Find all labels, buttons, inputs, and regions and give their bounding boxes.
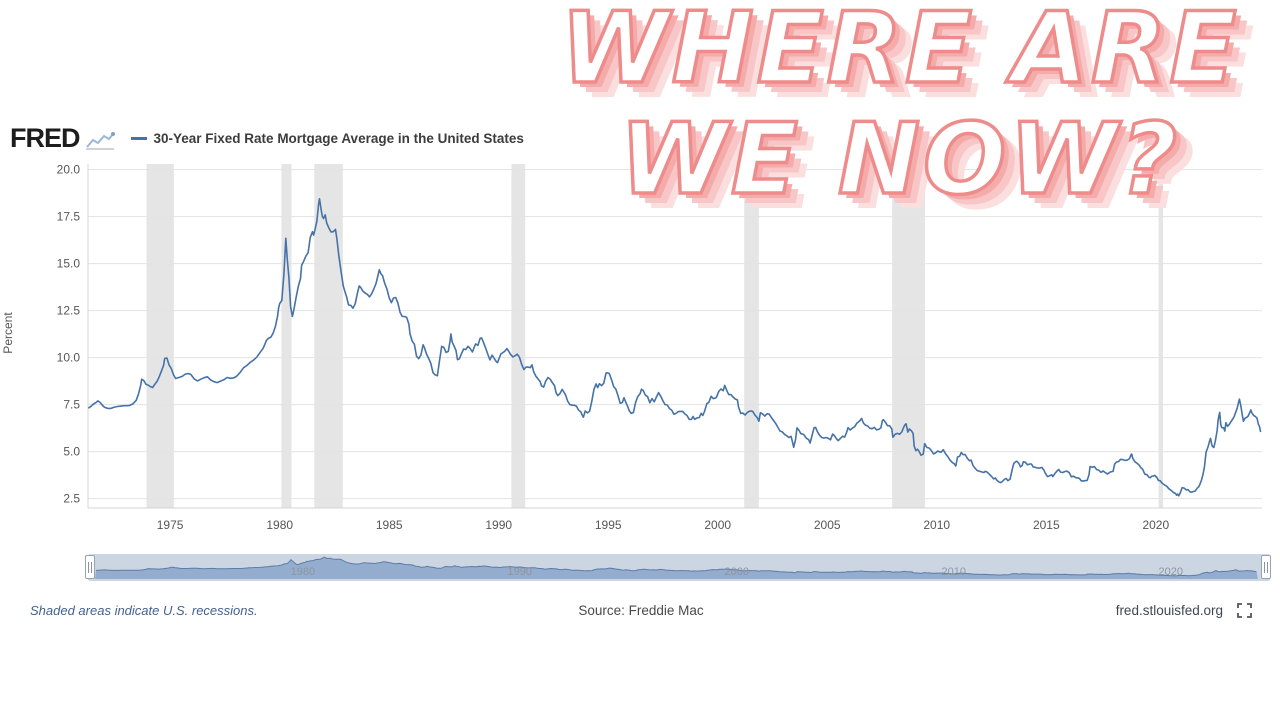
chart-plot-area[interactable]: Percent 2.5 5.0 7.5 10.0 12.5 15.0 17.5 20.0 197…	[0, 156, 1280, 545]
legend-line-icon	[130, 136, 147, 140]
x-tick-label: 2005	[814, 518, 841, 532]
slider-handle-left[interactable]	[85, 555, 95, 579]
slider-year-label: 2000	[725, 566, 749, 578]
x-tick-label: 1980	[266, 518, 293, 532]
slider-area	[95, 557, 1258, 579]
fred-site-link[interactable]: fred.stlouisfed.org	[1115, 603, 1223, 618]
recession-band	[146, 164, 174, 508]
fullscreen-icon[interactable]	[1237, 603, 1252, 618]
source-link[interactable]: Source: Freddie Mac	[578, 603, 704, 618]
x-tick-label: 1985	[376, 518, 403, 532]
legend-series-title: 30-Year Fixed Rate Mortgage Average in t…	[153, 130, 524, 146]
chart-legend: 30-Year Fixed Rate Mortgage Average in t…	[130, 130, 524, 146]
x-tick-label: 2015	[1033, 518, 1060, 532]
x-tick-label: 2020	[1142, 518, 1169, 532]
y-tick-label: 15.0	[57, 257, 81, 271]
slider-year-label: 2020	[1159, 566, 1183, 578]
chart-header: FRED 30-Year Fixed Rate Mortgage Average…	[0, 120, 1280, 156]
x-tick-label: 2000	[704, 518, 731, 532]
site-group: fred.stlouisfed.org	[704, 603, 1252, 618]
recession-band	[1158, 164, 1163, 508]
y-tick-label: 12.5	[57, 304, 81, 318]
slider-line	[95, 556, 1257, 577]
y-tick-label: 5.0	[63, 445, 80, 459]
recession-band	[281, 164, 292, 508]
recession-band	[511, 164, 526, 508]
slider-handle-right[interactable]	[1261, 555, 1271, 579]
y-tick-label: 10.0	[57, 351, 81, 365]
overlay-title-line1: WHERE ARE	[559, 0, 1240, 106]
x-tick-label: 1975	[157, 518, 184, 532]
y-tick-label: 7.5	[63, 398, 80, 412]
recession-band	[892, 164, 925, 508]
fred-logo-sparkline-icon	[85, 131, 115, 150]
x-tick-label: 1990	[485, 518, 512, 532]
y-tick-label: 20.0	[57, 163, 81, 177]
slider-year-label: 1990	[508, 566, 532, 578]
recession-band	[744, 164, 759, 508]
y-tick-label: 17.5	[57, 210, 81, 224]
x-tick-label: 1995	[595, 518, 622, 532]
fred-logo-text: FRED	[10, 122, 80, 153]
main-chart[interactable]: 2.5 5.0 7.5 10.0 12.5 15.0 17.5 20.0 1975 1980 198…	[0, 156, 1280, 545]
recession-band	[314, 164, 343, 508]
slider-year-label: 2010	[942, 566, 966, 578]
chart-footer: Shaded areas indicate U.S. recessions. S…	[0, 583, 1280, 618]
y-tick-label: 2.5	[63, 492, 80, 506]
slider-year-label: 1980	[291, 566, 315, 578]
recession-note: Shaded areas indicate U.S. recessions.	[30, 603, 258, 618]
series-line[interactable]	[88, 197, 1262, 497]
fred-logo[interactable]: FRED	[10, 122, 115, 153]
x-tick-label: 2010	[923, 518, 950, 532]
range-slider[interactable]: 1980 1990 2000 2010 2020	[0, 553, 1280, 583]
range-slider-chart[interactable]: 1980 1990 2000 2010 2020	[0, 553, 1280, 583]
fred-chart-panel: FRED 30-Year Fixed Rate Mortgage Average…	[0, 120, 1280, 618]
